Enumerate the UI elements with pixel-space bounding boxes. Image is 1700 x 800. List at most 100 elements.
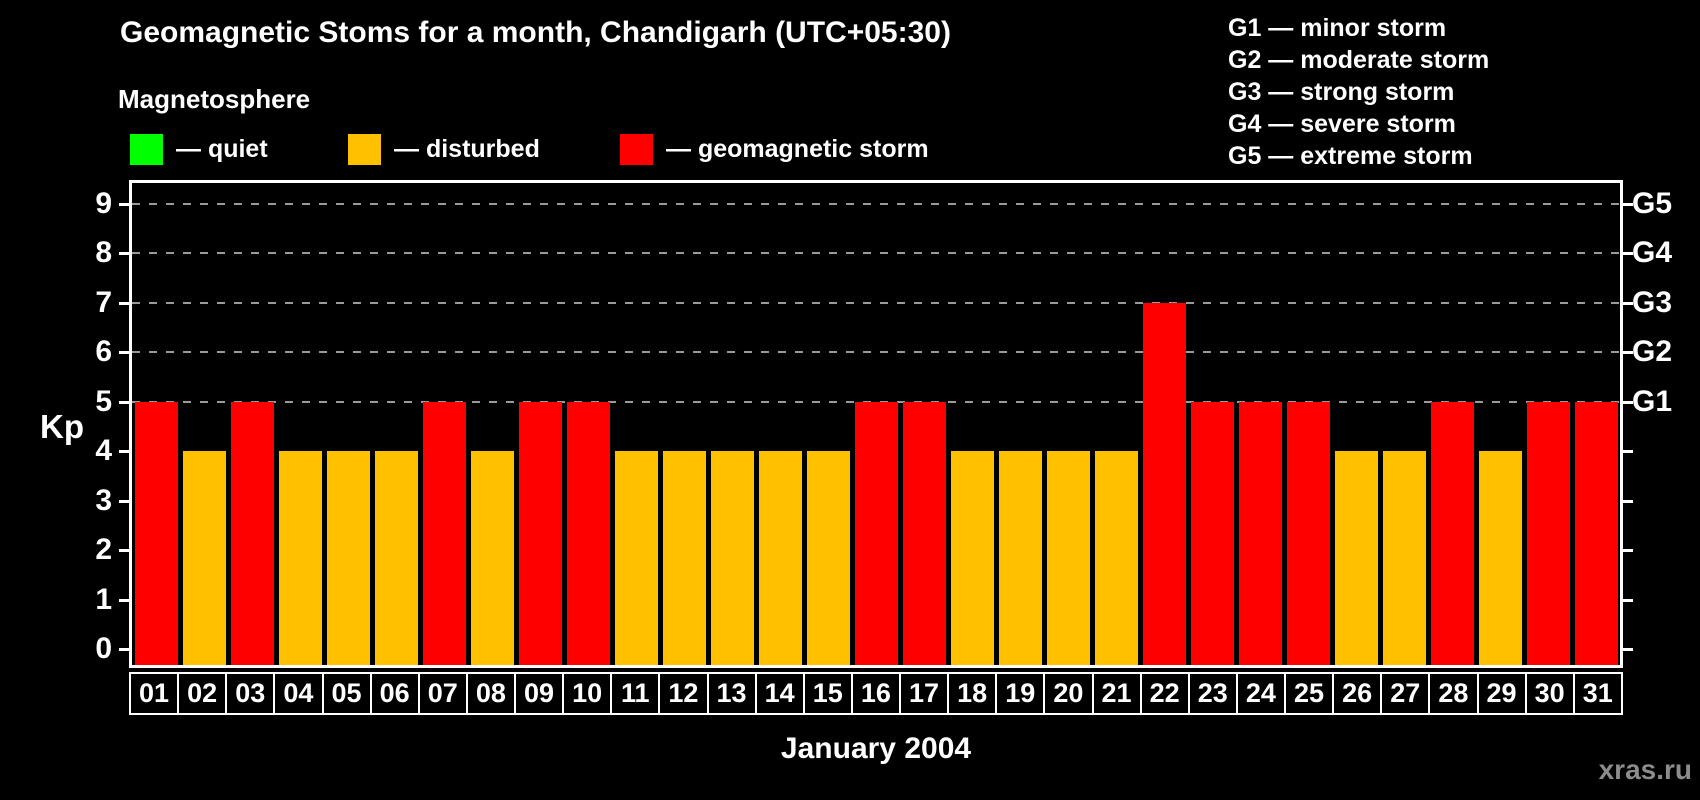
y-axis-tick-label-8: 8 — [95, 236, 112, 270]
plot-area: 0 1 2 3 4 5 G1 6 G2 7 G3 8 G4 9 G5 — [95, 180, 1672, 668]
x-axis-title: January 2004 — [780, 732, 972, 765]
y-axis-tick-left-8 — [119, 252, 129, 256]
bar-day-21 — [1094, 451, 1138, 665]
day-cell-06: 06 — [369, 672, 420, 715]
y-axis-tick-left-4 — [119, 450, 129, 454]
bar-day-16 — [854, 401, 898, 665]
day-cell-28: 28 — [1428, 672, 1479, 715]
quiet-color-swatch — [130, 134, 163, 165]
y-axis-tick-label-1: 1 — [95, 582, 112, 616]
bar-day-31 — [1574, 401, 1618, 665]
g-axis-label-g4: G4 — [1632, 236, 1673, 270]
bar-day-14 — [758, 451, 802, 665]
day-cell-13: 13 — [706, 672, 757, 715]
y-axis-tick-label-9: 9 — [95, 187, 112, 221]
y-axis-tick-left-6 — [119, 351, 129, 355]
y-axis-tick-label-7: 7 — [95, 285, 112, 319]
day-cell-12: 12 — [658, 672, 709, 715]
y-axis-tick-label-0: 0 — [95, 632, 112, 665]
y-axis-tick-right-2 — [1623, 549, 1633, 553]
y-axis-tick-left-7 — [119, 301, 129, 305]
g-axis-label-g3: G3 — [1632, 285, 1673, 319]
legend-item-disturbed: — disturbed — [348, 134, 540, 165]
disturbed-color-swatch — [348, 134, 381, 165]
bar-day-12 — [662, 451, 706, 665]
y-axis-tick-right-3 — [1623, 499, 1633, 503]
bar-day-15 — [806, 451, 850, 665]
legend-label-storm: — geomagnetic storm — [666, 135, 929, 163]
day-cell-07: 07 — [417, 672, 468, 715]
bar-day-20 — [1046, 451, 1090, 665]
bar-day-23 — [1190, 401, 1234, 665]
bar-day-09 — [518, 401, 562, 665]
day-cell-14: 14 — [754, 672, 805, 715]
y-axis-tick-left-1 — [119, 598, 129, 602]
day-cell-31: 31 — [1572, 672, 1623, 715]
y-axis-tick-right-5 — [1623, 400, 1633, 404]
day-cell-08: 08 — [465, 672, 516, 715]
g-scale-legend-line-g4: G4 — severe storm — [1228, 110, 1456, 138]
g-scale-legend-line-g5: G5 — extreme storm — [1228, 142, 1473, 170]
y-axis-tick-label-6: 6 — [95, 335, 112, 369]
legend-label-disturbed: — disturbed — [394, 135, 540, 163]
bar-day-08 — [470, 451, 514, 665]
day-cell-29: 29 — [1476, 672, 1527, 715]
g-scale-legend-line-g2: G2 — moderate storm — [1228, 46, 1490, 74]
y-axis-tick-label-3: 3 — [95, 483, 112, 517]
bar-day-24 — [1238, 401, 1282, 665]
y-axis-tick-right-0 — [1623, 648, 1633, 651]
gridline-kp-7 — [132, 301, 1620, 304]
bar-day-13 — [710, 451, 754, 665]
day-cell-11: 11 — [610, 672, 661, 715]
day-cell-27: 27 — [1380, 672, 1431, 715]
g-axis-label-g5: G5 — [1632, 187, 1673, 221]
y-axis-tick-label-4: 4 — [95, 434, 112, 468]
bar-day-07 — [422, 401, 466, 665]
day-cell-25: 25 — [1284, 672, 1335, 715]
g-scale-legend-line-g1: G1 — minor storm — [1228, 14, 1447, 42]
day-cell-20: 20 — [1043, 672, 1094, 715]
day-cell-23: 23 — [1187, 672, 1238, 715]
bar-day-26 — [1334, 451, 1378, 665]
day-cell-18: 18 — [947, 672, 998, 715]
day-cell-30: 30 — [1524, 672, 1575, 715]
magnetosphere-legend-heading: Magnetosphere — [118, 84, 311, 114]
bar-day-18 — [950, 451, 994, 665]
y-axis-tick-left-3 — [119, 499, 129, 503]
bar-day-02 — [182, 451, 226, 665]
bar-day-17 — [902, 401, 946, 665]
bar-day-03 — [230, 401, 274, 665]
day-cell-15: 15 — [802, 672, 853, 715]
watermark: xras.ru — [1598, 754, 1692, 785]
day-cell-01: 01 — [129, 672, 180, 715]
gridline-kp-6 — [132, 351, 1620, 354]
bar-day-10 — [566, 401, 610, 665]
bar-day-01 — [134, 401, 178, 665]
day-cell-21: 21 — [1091, 672, 1142, 715]
bar-day-25 — [1286, 401, 1330, 665]
y-axis-tick-right-7 — [1623, 301, 1633, 305]
bar-day-11 — [614, 451, 658, 665]
y-axis-tick-left-9 — [119, 203, 129, 207]
y-axis-tick-label-5: 5 — [95, 384, 112, 418]
legend-item-storm: — geomagnetic storm — [620, 134, 929, 165]
g-axis-label-g2: G2 — [1632, 335, 1673, 369]
y-axis-tick-left-0 — [119, 648, 129, 651]
y-axis-tick-right-1 — [1623, 598, 1633, 602]
bar-day-27 — [1382, 451, 1426, 665]
bar-day-06 — [374, 451, 418, 665]
chart-title: Geomagnetic Stoms for a month, Chandigar… — [120, 16, 951, 49]
storm-color-swatch — [620, 134, 653, 165]
y-axis-tick-label-2: 2 — [95, 533, 112, 567]
bar-day-30 — [1526, 401, 1570, 665]
day-cell-02: 02 — [177, 672, 228, 715]
bar-day-28 — [1430, 401, 1474, 665]
g-axis-label-g1: G1 — [1632, 384, 1673, 418]
day-cell-26: 26 — [1332, 672, 1383, 715]
day-cell-24: 24 — [1235, 672, 1286, 715]
bar-day-29 — [1478, 451, 1522, 665]
day-cell-10: 10 — [562, 672, 613, 715]
gridline-kp-8 — [132, 252, 1620, 255]
y-axis-tick-left-5 — [119, 400, 129, 404]
